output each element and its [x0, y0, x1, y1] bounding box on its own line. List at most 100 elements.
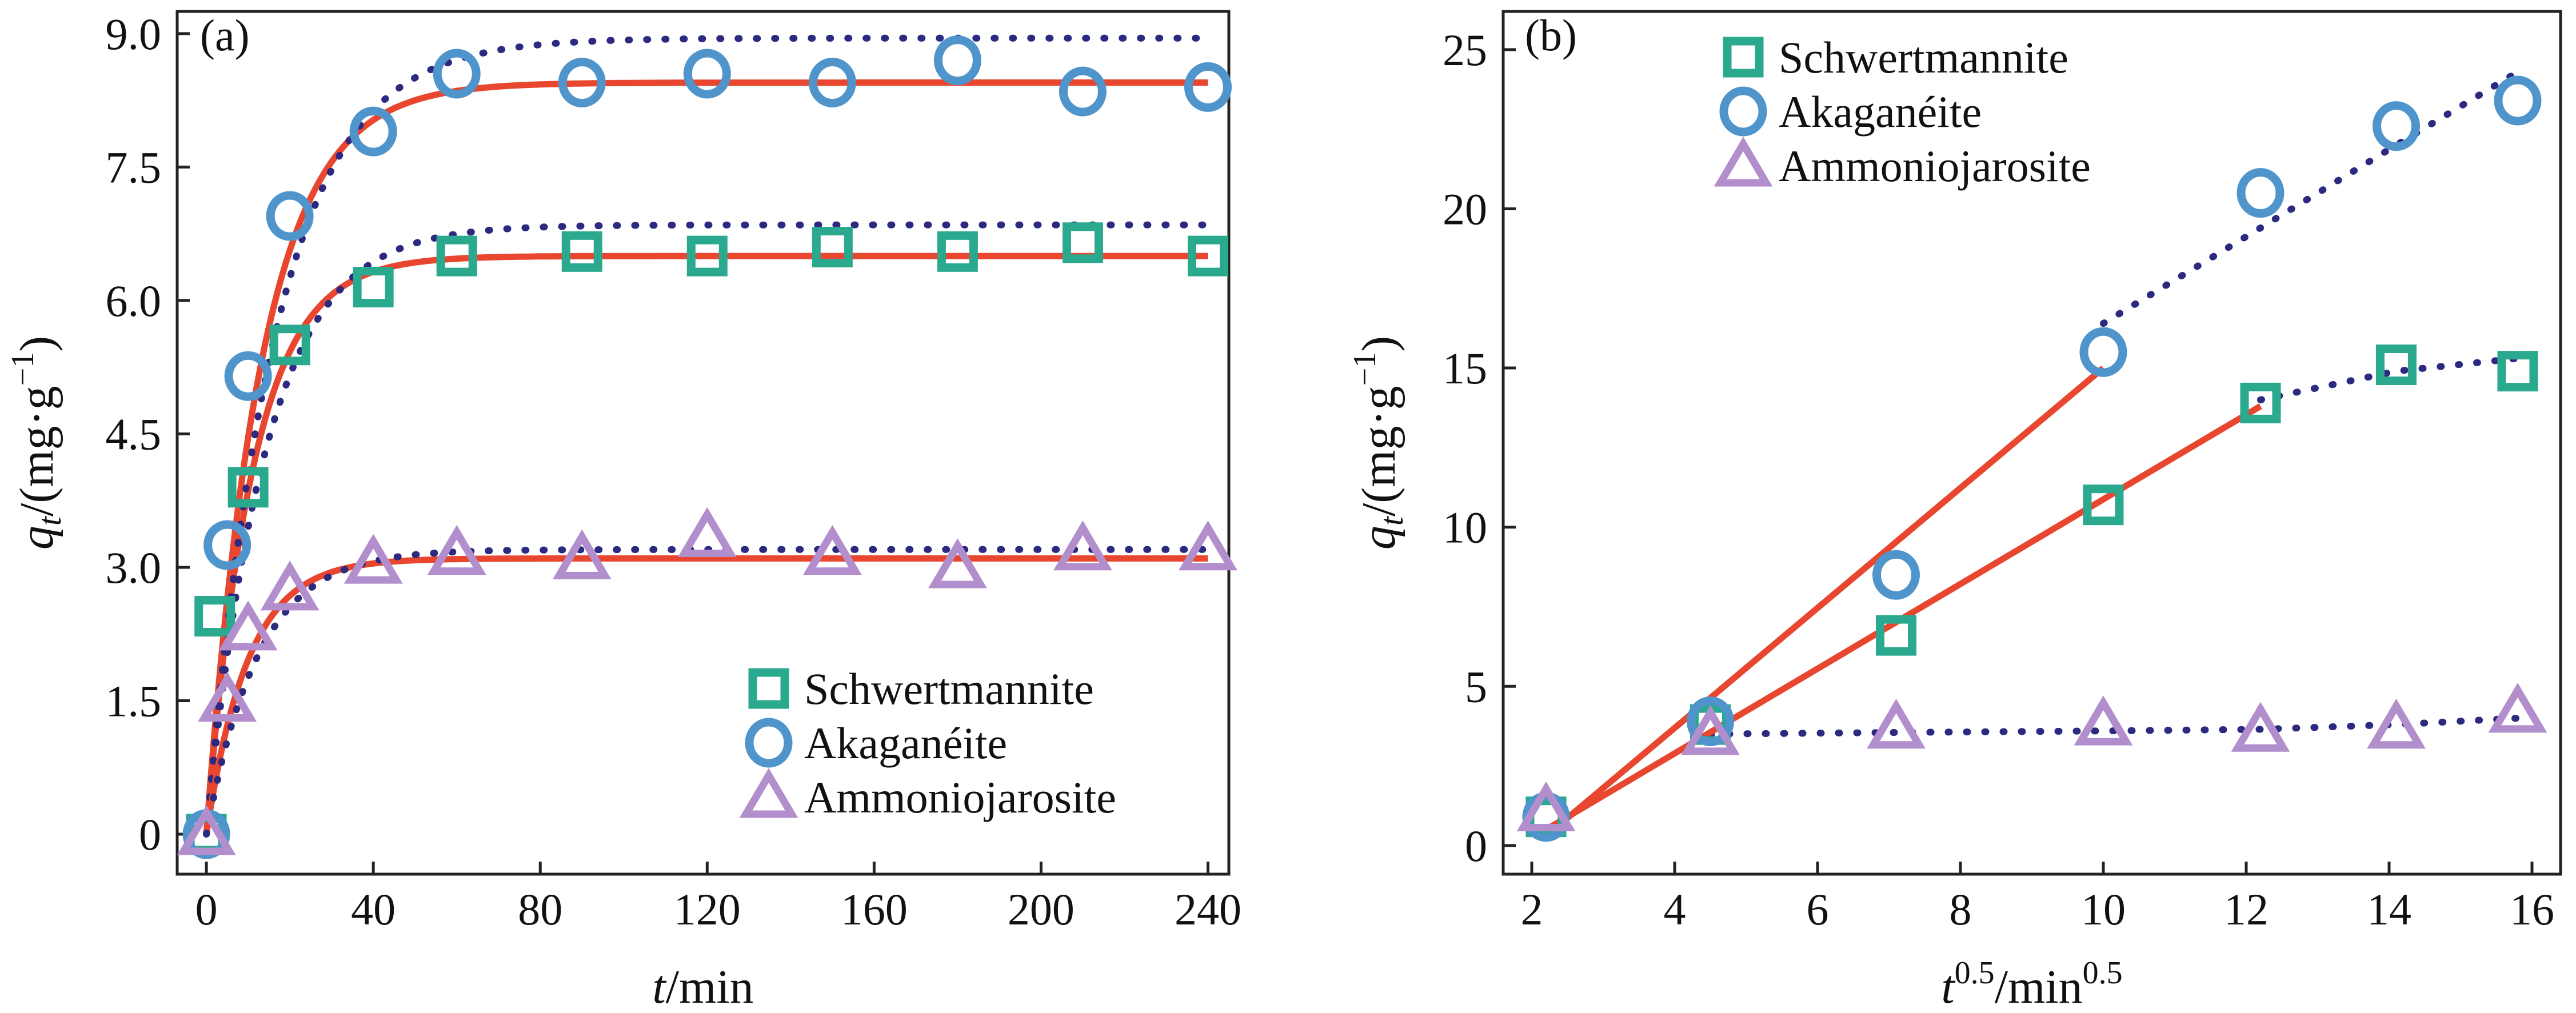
series-square [1525, 344, 2538, 838]
panel-b-diffusion-chart: 2 4 6 8 10 12 14 16 0 5 10 15 20 25 (b) Schwertmannite A… [1347, 10, 2562, 1013]
legend-marker-square [748, 668, 789, 709]
x-tick-label: 14 [2367, 884, 2411, 934]
panel-label: (b) [1525, 10, 1577, 60]
x-axis-label: t0.5/min0.5 [1941, 955, 2122, 1013]
data-point [561, 231, 602, 272]
data-point [1872, 550, 1920, 600]
data-point [2240, 382, 2281, 423]
legend-marker-square [1723, 37, 1764, 78]
data-point [433, 49, 481, 99]
data-point [1876, 615, 1916, 656]
legend-marker-circle [745, 718, 793, 768]
x-tick-label: 40 [351, 884, 396, 934]
panel-a-kinetics-chart: 0 40 80 120 160 200 240 0 1.5 3.0 4.5 6.0 7.5 9.0 (a) S… [5, 9, 1241, 1013]
data-point [224, 351, 272, 401]
data-point [558, 58, 606, 108]
data-point [686, 235, 728, 277]
y-tick-label: 4.5 [106, 409, 162, 459]
y-tick-label: 5 [1465, 662, 1487, 711]
legend-label: Schwertmannite [804, 664, 1094, 714]
x-tick-label: 200 [1008, 884, 1075, 934]
plot-frame [175, 10, 1231, 876]
data-point [266, 191, 314, 241]
data-point [198, 671, 257, 722]
x-tick-label: 240 [1175, 884, 1241, 934]
data-point [933, 35, 981, 86]
y-axis-label: qt/(mg·g−1) [1347, 336, 1410, 550]
data-point [2497, 351, 2538, 392]
y-tick-label: 0 [1465, 821, 1487, 871]
data-point [2236, 168, 2285, 218]
data-point [218, 600, 278, 651]
legend-entry: Akaganéite [745, 718, 1007, 768]
x-tick-label: 2 [1521, 884, 1543, 934]
data-point [194, 596, 235, 637]
data-point [344, 534, 403, 584]
data-point [1059, 66, 1107, 117]
x-tick-label: 80 [518, 884, 562, 934]
data-point [269, 325, 310, 366]
data-point [2494, 75, 2542, 126]
data-point [2083, 485, 2124, 526]
data-point [203, 520, 251, 570]
data-point [1179, 520, 1237, 571]
x-axis-label: t/min [652, 960, 753, 1013]
legend-entry: Schwertmannite [1723, 33, 2068, 82]
data-point [937, 231, 978, 272]
series-triangle [177, 507, 1237, 855]
series-square [186, 222, 1228, 855]
legend-entry: Akaganéite [1719, 86, 1982, 137]
series-triangle [1516, 683, 2547, 832]
fit-curve-solid [203, 253, 1208, 835]
data-point [1184, 62, 1232, 112]
data-point [1681, 705, 1740, 755]
y-tick-label: 1.5 [106, 676, 162, 726]
y-tick-label: 15 [1443, 343, 1487, 393]
x-tick-label: 160 [841, 884, 908, 934]
fit-curve-dotted [203, 546, 1212, 838]
legend-marker-triangle [1714, 137, 1773, 187]
segment-dotted [2257, 355, 2521, 403]
segment-dotted [2100, 68, 2521, 327]
y-tick-label: 0 [139, 810, 161, 859]
data-point [2074, 695, 2133, 746]
fit-line-solid [1544, 365, 2106, 839]
x-tick-label: 120 [674, 884, 741, 934]
data-point [1516, 781, 1576, 832]
data-point [353, 267, 394, 308]
data-point [2367, 698, 2426, 749]
y-tick-label: 25 [1443, 25, 1487, 75]
data-point [260, 560, 319, 611]
data-point [427, 524, 486, 575]
legend-label: Schwertmannite [1779, 33, 2068, 82]
data-point [683, 49, 731, 99]
y-axis-label: qt/(mg·g−1) [5, 336, 68, 550]
x-tick-label: 12 [2224, 884, 2269, 934]
data-point [1053, 520, 1112, 571]
data-point [812, 227, 853, 268]
data-point [1187, 235, 1228, 277]
series-circle [182, 35, 1232, 859]
legend-marker-triangle [739, 768, 798, 818]
data-point [552, 529, 612, 579]
data-point [2231, 702, 2290, 752]
legend-entry: Ammoniojarosite [739, 768, 1116, 822]
legend-label: Akaganéite [1779, 87, 1982, 137]
x-tick-label: 10 [2081, 884, 2126, 934]
data-point [2488, 683, 2547, 733]
x-tick-label: 4 [1664, 884, 1686, 934]
y-tick-label: 9.0 [106, 9, 162, 59]
plot-frame [1501, 10, 2562, 876]
data-point [677, 507, 737, 557]
legend-entry: Schwertmannite [748, 664, 1094, 714]
legend-entry: Ammoniojarosite [1714, 137, 2091, 191]
data-point [436, 235, 477, 277]
data-point [349, 106, 397, 157]
data-point [808, 58, 856, 108]
y-tick-label: 10 [1443, 503, 1487, 552]
x-tick-label: 6 [1807, 884, 1829, 934]
x-tick-label: 16 [2510, 884, 2554, 934]
legend-label: Ammoniojarosite [804, 772, 1116, 822]
y-tick-label: 3.0 [106, 543, 162, 592]
